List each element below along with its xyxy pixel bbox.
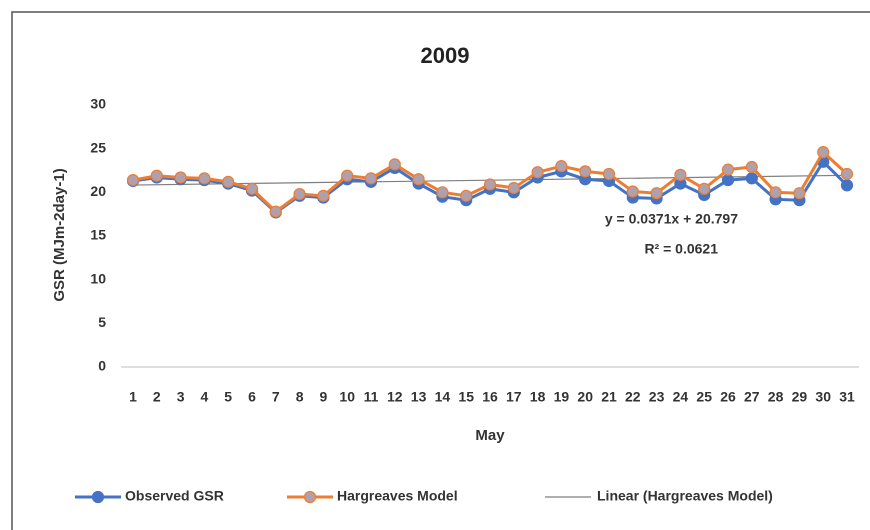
- x-tick-label: 30: [815, 389, 831, 405]
- data-point: [840, 179, 854, 192]
- data-point: [174, 171, 187, 184]
- x-tick-label: 14: [435, 389, 451, 405]
- x-tick-label: 13: [411, 389, 427, 405]
- legend-marker: [91, 490, 105, 504]
- data-point: [698, 182, 711, 195]
- y-tick-label: 30: [90, 96, 106, 112]
- x-tick-label: 18: [530, 389, 546, 405]
- data-point: [364, 172, 378, 185]
- data-point: [721, 174, 735, 187]
- x-tick-label: 23: [649, 389, 665, 405]
- x-tick-label: 19: [554, 389, 570, 405]
- x-tick-label: 6: [248, 389, 256, 405]
- data-point: [817, 146, 830, 159]
- y-tick-label: 0: [98, 358, 106, 374]
- data-point: [150, 169, 163, 182]
- data-point: [412, 173, 425, 186]
- data-point: [626, 185, 639, 198]
- legend-label: Hargreaves Model: [337, 488, 458, 504]
- y-tick-label: 20: [90, 183, 106, 199]
- data-point: [460, 189, 473, 202]
- x-tick-label: 21: [601, 389, 617, 405]
- x-tick-label: 17: [506, 389, 522, 405]
- x-tick-label: 8: [296, 389, 304, 405]
- data-point: [388, 158, 401, 171]
- data-point: [269, 205, 282, 218]
- x-tick-label: 25: [696, 389, 712, 405]
- chart-frame: [11, 11, 870, 530]
- legend-label: Observed GSR: [125, 488, 224, 504]
- data-point: [650, 187, 663, 200]
- x-tick-label: 20: [577, 389, 593, 405]
- data-point: [555, 160, 568, 173]
- data-point: [341, 169, 354, 182]
- data-point: [198, 172, 211, 185]
- x-tick-label: 1: [129, 389, 137, 405]
- data-point: [507, 181, 520, 195]
- data-point: [745, 160, 758, 174]
- legend-marker: [303, 490, 317, 504]
- data-point: [483, 178, 497, 191]
- data-point: [840, 167, 854, 181]
- trend-r2: R² = 0.0621: [644, 241, 718, 257]
- x-tick-label: 22: [625, 389, 641, 405]
- x-tick-label: 7: [272, 389, 280, 405]
- data-point: [531, 166, 544, 179]
- trend-equation: y = 0.0371x + 20.797: [605, 211, 738, 227]
- y-tick-label: 5: [98, 314, 106, 330]
- legend-label: Linear (Hargreaves Model): [597, 488, 773, 504]
- x-tick-label: 15: [458, 389, 474, 405]
- x-tick-label: 9: [320, 389, 328, 405]
- x-tick-label: 27: [744, 389, 760, 405]
- data-point: [769, 186, 782, 199]
- x-tick-label: 26: [720, 389, 736, 405]
- data-point: [245, 182, 259, 195]
- data-point: [745, 172, 758, 185]
- x-tick-label: 3: [177, 389, 185, 405]
- data-point: [317, 189, 330, 202]
- x-tick-label: 2: [153, 389, 161, 405]
- x-tick-label: 4: [201, 389, 209, 405]
- x-tick-label: 24: [673, 389, 689, 405]
- y-tick-label: 25: [90, 139, 106, 155]
- data-point: [721, 163, 735, 176]
- x-tick-label: 10: [339, 389, 355, 405]
- data-point: [436, 186, 449, 199]
- y-tick-label: 10: [90, 270, 106, 286]
- chart-title: 2009: [421, 43, 470, 68]
- x-tick-label: 16: [482, 389, 498, 405]
- data-point: [793, 187, 806, 200]
- data-point: [293, 187, 306, 201]
- x-tick-label: 29: [792, 389, 808, 405]
- y-axis-label: GSR (MJm-2day-1): [51, 168, 68, 301]
- data-point: [602, 167, 616, 181]
- x-tick-label: 12: [387, 389, 403, 405]
- data-point: [126, 174, 140, 187]
- x-tick-label: 5: [224, 389, 232, 405]
- data-point: [222, 175, 235, 188]
- data-point: [674, 168, 687, 181]
- y-tick-label: 15: [90, 227, 106, 243]
- x-tick-label: 11: [364, 389, 379, 405]
- x-tick-label: 28: [768, 389, 784, 405]
- data-point: [579, 165, 592, 178]
- x-axis-label: May: [475, 427, 505, 444]
- x-tick-label: 31: [839, 389, 855, 405]
